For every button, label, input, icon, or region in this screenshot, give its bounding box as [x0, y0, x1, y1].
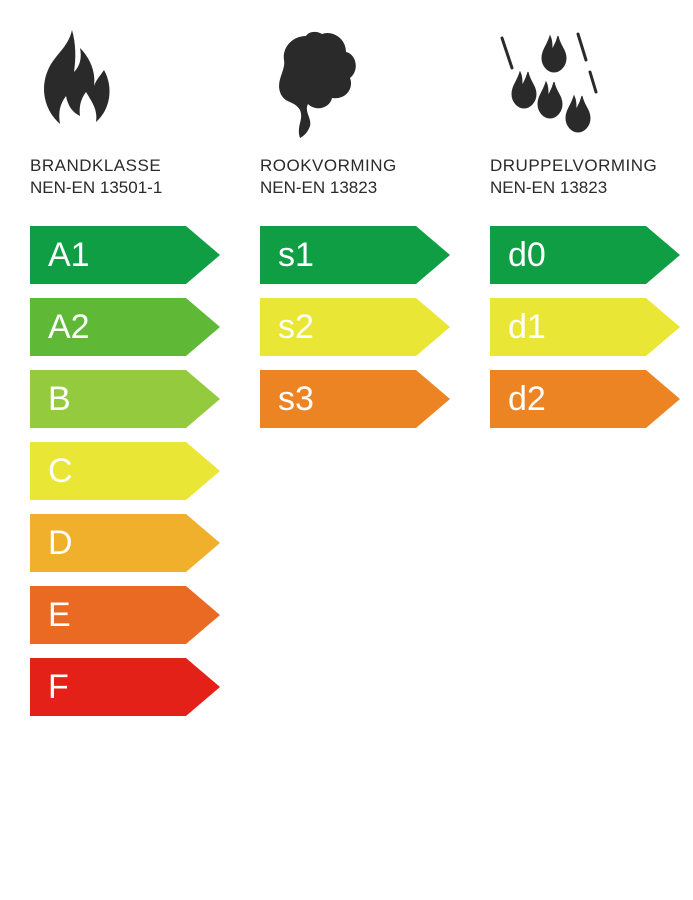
rating-arrow-d0: d0 [490, 226, 680, 284]
column-subtitle: NEN-EN 13823 [490, 178, 680, 198]
arrow-list: A1 A2 B C D E [30, 226, 220, 716]
column-subtitle: NEN-EN 13823 [260, 178, 450, 198]
rating-label: A1 [48, 236, 90, 275]
rating-label: A2 [48, 308, 90, 347]
column-title: DRUPPELVORMING [490, 156, 680, 176]
rating-arrow-s1: s1 [260, 226, 450, 284]
column-rookvorming: ROOKVORMING NEN-EN 13823 s1 s2 s3 [260, 20, 450, 716]
icon-area [490, 20, 680, 150]
rating-arrow-s3: s3 [260, 370, 450, 428]
rating-arrow-f: F [30, 658, 220, 716]
rating-label: D [48, 524, 73, 563]
smoke-icon [260, 30, 360, 140]
rating-label: B [48, 380, 71, 419]
rating-arrow-b: B [30, 370, 220, 428]
column-subtitle: NEN-EN 13501-1 [30, 178, 220, 198]
columns-container: BRANDKLASSE NEN-EN 13501-1 A1 A2 B C D [30, 20, 663, 716]
column-title: BRANDKLASSE [30, 156, 220, 176]
rating-arrow-d2: d2 [490, 370, 680, 428]
rating-arrow-a2: A2 [30, 298, 220, 356]
rating-label: C [48, 452, 73, 491]
rating-arrow-s2: s2 [260, 298, 450, 356]
rating-label: s1 [278, 236, 314, 275]
icon-area [260, 20, 450, 150]
rating-arrow-a1: A1 [30, 226, 220, 284]
column-druppelvorming: DRUPPELVORMING NEN-EN 13823 d0 d1 d2 [490, 20, 680, 716]
rating-label: F [48, 668, 69, 707]
arrow-list: d0 d1 d2 [490, 226, 680, 428]
icon-area [30, 20, 220, 150]
rating-label: E [48, 596, 71, 635]
column-brandklasse: BRANDKLASSE NEN-EN 13501-1 A1 A2 B C D [30, 20, 220, 716]
rating-label: d2 [508, 380, 546, 419]
arrow-list: s1 s2 s3 [260, 226, 450, 428]
flame-icon [30, 30, 115, 140]
rating-arrow-d: D [30, 514, 220, 572]
rating-label: d0 [508, 236, 546, 275]
droplets-icon [490, 30, 600, 140]
rating-label: d1 [508, 308, 546, 347]
column-title: ROOKVORMING [260, 156, 450, 176]
rating-label: s3 [278, 380, 314, 419]
rating-arrow-c: C [30, 442, 220, 500]
rating-arrow-d1: d1 [490, 298, 680, 356]
rating-label: s2 [278, 308, 314, 347]
rating-arrow-e: E [30, 586, 220, 644]
